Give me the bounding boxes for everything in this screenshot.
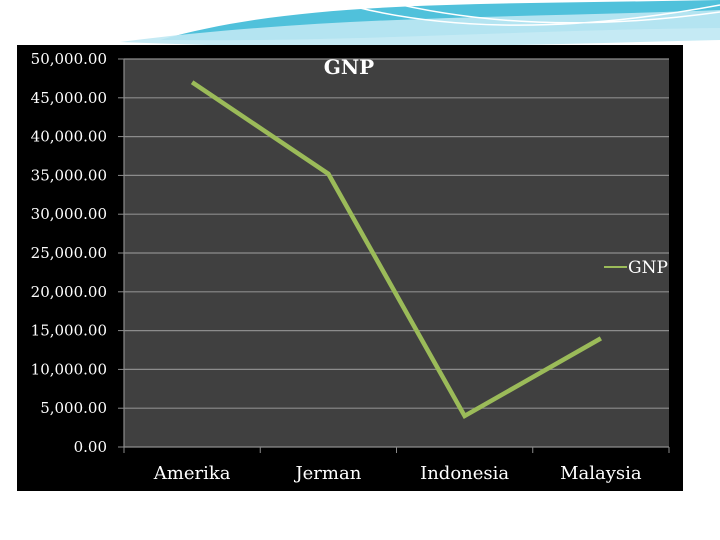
- series-line-gnp: [190, 80, 602, 420]
- series-layer: [190, 80, 602, 420]
- y-tick-label: 40,000.00: [31, 128, 107, 146]
- x-tick-label: Amerika: [153, 463, 231, 484]
- y-tick-label: 0.00: [74, 438, 107, 456]
- legend: GNP: [604, 258, 668, 278]
- y-tick-label: 10,000.00: [31, 360, 107, 378]
- y-axis-tick-labels: 0.00 5,000.00 10,000.00 15,000.00 20,000.00 2…: [31, 50, 107, 456]
- x-tick-label: Indonesia: [420, 463, 509, 484]
- y-tick-label: 5,000.00: [40, 399, 107, 417]
- chart-title: GNP: [324, 55, 374, 79]
- x-axis-tick-labels: Amerika Jerman Indonesia Malaysia: [153, 463, 642, 484]
- y-tick-label: 35,000.00: [31, 166, 107, 184]
- y-tick-label: 50,000.00: [31, 50, 107, 68]
- decorative-swoosh-lines: [329, 0, 720, 26]
- chart-panel: 0.00 5,000.00 10,000.00 15,000.00 20,000.00 2…: [17, 45, 683, 491]
- y-tick-label: 20,000.00: [31, 283, 107, 301]
- line-chart: 0.00 5,000.00 10,000.00 15,000.00 20,000.00 2…: [31, 50, 670, 484]
- axes: [123, 59, 670, 453]
- y-tick-label: 25,000.00: [31, 244, 107, 262]
- y-tick-label: 45,000.00: [31, 89, 107, 107]
- x-tick-label: Jerman: [293, 463, 361, 484]
- x-tick-label: Malaysia: [560, 463, 642, 484]
- decorative-wave-light: [120, 10, 720, 47]
- y-tick-label: 15,000.00: [31, 322, 107, 340]
- legend-label: GNP: [628, 258, 668, 278]
- y-tick-label: 30,000.00: [31, 205, 107, 223]
